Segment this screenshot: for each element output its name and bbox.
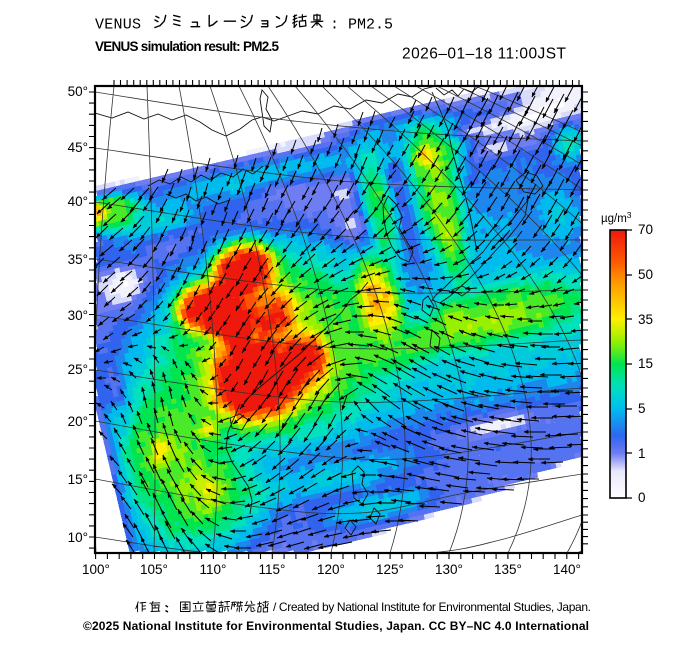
- svg-text:35: 35: [638, 312, 653, 327]
- svg-text:50°: 50°: [68, 84, 88, 99]
- svg-text:35°: 35°: [68, 252, 88, 267]
- svg-text:140°: 140°: [553, 562, 581, 577]
- svg-text:130°: 130°: [435, 562, 463, 577]
- svg-text:70: 70: [638, 222, 653, 237]
- svg-text:100°: 100°: [82, 562, 110, 577]
- svg-text:/ Created by National Institut: / Created by National Institute for Envi…: [273, 600, 591, 614]
- svg-text:VENUS: VENUS: [95, 17, 141, 34]
- svg-text:VENUS simulation result: PM2.5: VENUS simulation result: PM2.5: [95, 39, 279, 54]
- svg-text:135°: 135°: [494, 562, 522, 577]
- svg-text:15°: 15°: [68, 472, 88, 487]
- svg-text:115°: 115°: [259, 562, 286, 577]
- svg-text:10°: 10°: [68, 530, 88, 545]
- svg-text:25°: 25°: [68, 362, 88, 377]
- svg-text:: PM2.5: : PM2.5: [330, 17, 393, 34]
- svg-text:105°: 105°: [140, 562, 168, 577]
- svg-text:©2025 National Institute for E: ©2025 National Institute for Environment…: [83, 619, 589, 633]
- svg-text:125°: 125°: [376, 562, 404, 577]
- svg-text:40°: 40°: [68, 194, 88, 209]
- svg-text:0: 0: [638, 490, 646, 505]
- svg-text:1: 1: [638, 446, 646, 461]
- svg-text:30°: 30°: [68, 308, 88, 323]
- svg-text:µg/m3: µg/m3: [601, 210, 632, 225]
- svg-text:20°: 20°: [68, 414, 88, 429]
- svg-text:2026–01–18 11:00JST: 2026–01–18 11:00JST: [402, 46, 567, 63]
- svg-text:120°: 120°: [317, 562, 345, 577]
- svg-text:45°: 45°: [68, 140, 88, 155]
- svg-text:5: 5: [638, 401, 646, 416]
- svg-text:50: 50: [638, 267, 653, 282]
- svg-text:110°: 110°: [200, 562, 227, 577]
- svg-text:15: 15: [638, 356, 653, 371]
